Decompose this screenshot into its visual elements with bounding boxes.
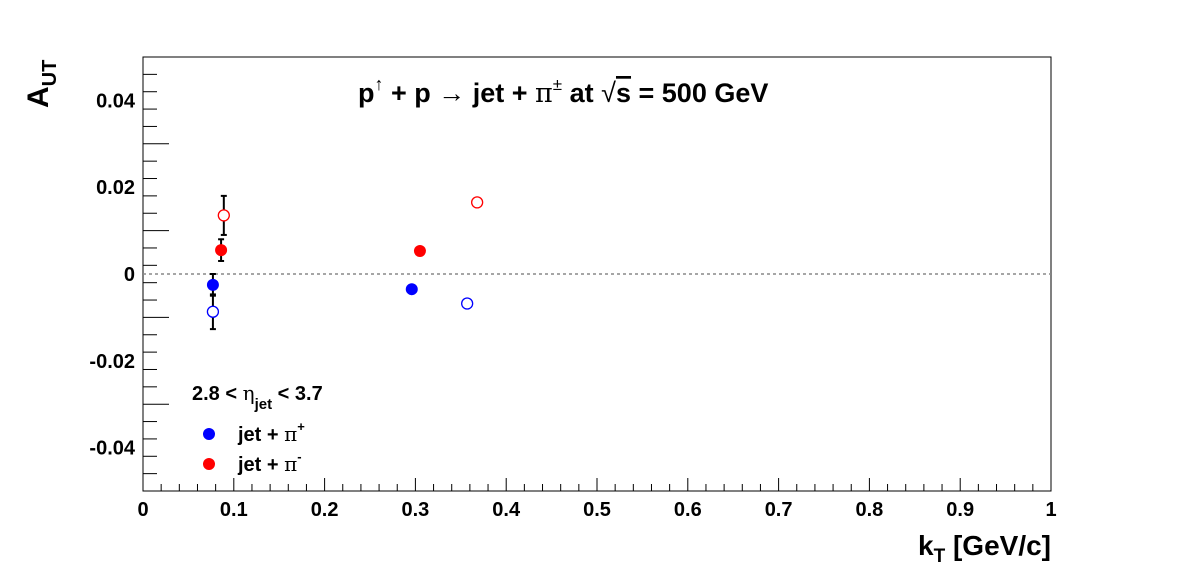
x-tick-label: 1 xyxy=(1045,499,1056,521)
data-point xyxy=(413,244,426,257)
x-tick-label: 0.6 xyxy=(674,499,702,521)
x-axis-ticks: 0 0.1 0.2 0.3 0.4 0.5 0.6 0.7 0.8 0.9 1 xyxy=(137,478,1057,521)
data-point xyxy=(405,283,418,296)
y-tick-label: 0 xyxy=(124,264,135,286)
chart-title: p↑ + p → jet + π± at √s = 500 GeV xyxy=(358,74,768,109)
x-tick-label: 0.5 xyxy=(583,499,611,521)
legend-label-pi-plus: jet + π+ xyxy=(237,419,305,446)
x-tick-label: 0.4 xyxy=(492,499,521,521)
x-tick-label: 0.8 xyxy=(855,499,883,521)
data-point xyxy=(206,305,220,318)
data-point xyxy=(215,244,228,257)
y-tick-label: 0.04 xyxy=(96,90,136,112)
y-tick-label: 0.02 xyxy=(96,177,135,199)
data-point xyxy=(217,209,230,222)
x-tick-label: 0.3 xyxy=(401,499,429,521)
y-tick-label: -0.04 xyxy=(89,438,135,460)
legend-marker-pi-minus xyxy=(203,458,215,470)
data-point xyxy=(461,297,474,310)
y-axis-ticks: -0.04 -0.02 0 0.02 0.04 xyxy=(89,56,169,492)
x-tick-label: 0.7 xyxy=(765,499,793,521)
x-tick-label: 0.2 xyxy=(311,499,339,521)
legend-header: 2.8 < ηjet < 3.7 xyxy=(192,381,323,413)
data-points xyxy=(206,194,484,331)
x-tick-label: 0.1 xyxy=(220,499,248,521)
data-point xyxy=(206,278,219,291)
data-point xyxy=(470,196,484,209)
x-tick-label: 0 xyxy=(137,499,148,521)
legend-label-pi-minus: jet + π- xyxy=(237,449,302,476)
legend-marker-pi-plus xyxy=(203,428,215,440)
x-axis-label: kT [GeV/c] xyxy=(918,530,1051,567)
y-axis-label: AUT xyxy=(22,60,61,108)
y-tick-label: -0.02 xyxy=(89,351,135,373)
legend: 2.8 < ηjet < 3.7 jet + π+ jet + π- xyxy=(192,381,323,476)
x-tick-label: 0.9 xyxy=(946,499,974,521)
